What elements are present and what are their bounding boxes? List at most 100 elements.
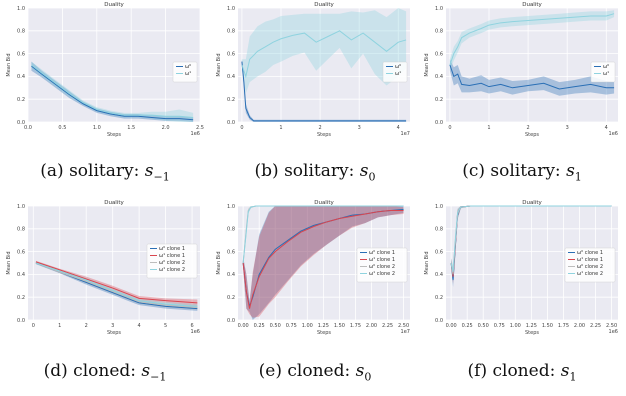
x-tick-label-3: 3 [111, 323, 114, 329]
series-band-3 [35, 261, 198, 309]
y-tick-label-3: 0.6 [227, 51, 235, 57]
caption-b-prefix: (b) solitary: [254, 161, 360, 181]
plot-panel-f: 0.00 0.25 0.50 0.75 1.00 1.25 1.50 1.75 2.00 2.25… [418, 198, 626, 348]
chart-f: 0.00 0.25 0.50 0.75 1.00 1.25 1.50 1.75 2.00 2.25… [424, 200, 618, 336]
x-tick-label-4: 1.00 [510, 323, 521, 329]
plot-area [28, 8, 200, 122]
x-tick-label-0: 0 [448, 125, 451, 131]
y-tick-label-4: 0.8 [435, 227, 443, 233]
plot-area [446, 8, 618, 122]
caption-c-prefix: (c) solitary: [462, 161, 567, 181]
y-tick-label-2: 0.4 [227, 74, 235, 80]
caption-b: (b) solitary: s0 [210, 161, 420, 183]
x-tick-label-2: 0.50 [270, 323, 281, 329]
x-tick-label-6: 1.50 [334, 323, 345, 329]
x-multiplier: 1e7 [401, 131, 410, 137]
legend-label-1: ω¹ clone 1 [577, 257, 603, 263]
caption-a-sub: −1 [153, 170, 170, 184]
y-tick-label-5: 1.0 [435, 6, 443, 12]
x-tick-label-2: 0.50 [478, 323, 489, 329]
y-tick-label-3: 0.6 [227, 249, 235, 255]
plot-panel-c: 0 1 2 3 4 0.0 0.2 0.4 0.6 0.8 1.0 1e6 Steps Mean Bid D… [418, 0, 626, 150]
x-multiplier: 1e7 [401, 329, 410, 335]
series-line-0 [31, 65, 194, 121]
series-line-1 [31, 64, 194, 118]
series-band-0 [243, 206, 404, 320]
x-tick-label-9: 2.25 [382, 323, 393, 329]
x-multiplier: 1e6 [191, 329, 200, 335]
y-tick-label-0: 0.0 [227, 120, 235, 126]
chart-d: 0 1 2 3 4 5 6 0.0 0.2 0.4 0.6 0.8 1.0 1e6 Steps Mean Bi… [6, 200, 200, 336]
y-tick-label-3: 0.6 [435, 51, 443, 57]
x-tick-label-2: 1.0 [93, 125, 101, 131]
x-tick-label-1: 0.5 [58, 125, 66, 131]
y-tick-label-1: 0.2 [227, 97, 235, 103]
caption-a: (a) solitary: s−1 [0, 161, 210, 183]
caption-c-var: s [566, 161, 575, 181]
y-tick-label-0: 0.0 [17, 120, 25, 126]
x-tick-label-4: 2.0 [162, 125, 170, 131]
series-band-1 [449, 10, 615, 71]
x-tick-label-8: 2.00 [574, 323, 585, 329]
y-tick-label-1: 0.2 [227, 295, 235, 301]
y-tick-label-4: 0.8 [435, 29, 443, 35]
plot-panel-d: 0 1 2 3 4 5 6 0.0 0.2 0.4 0.6 0.8 1.0 1e6 Steps Mean Bi… [0, 198, 210, 348]
x-axis-label: Steps [107, 132, 121, 138]
y-tick-label-1: 0.2 [17, 295, 25, 301]
y-tick-label-1: 0.2 [435, 97, 443, 103]
y-axis-label: Mean Bid [6, 53, 12, 76]
x-tick-label-0: 0.0 [24, 125, 32, 131]
caption-c-sub: 1 [574, 170, 582, 184]
x-tick-label-5: 2.5 [196, 125, 204, 131]
caption-d-var: s [141, 361, 151, 381]
y-tick-label-2: 0.4 [17, 74, 25, 80]
caption-e: (e) cloned: s0 [210, 361, 420, 383]
plot-panel-a: 0.0 0.5 1.0 1.5 2.0 2.5 0.0 0.2 0.4 0.6 0.8 1.0 1e6 S… [0, 0, 210, 150]
chart-title: Duality [522, 2, 542, 8]
x-tick-label-3: 1.5 [127, 125, 135, 131]
x-tick-label-2: 2 [85, 323, 88, 329]
legend-label-0: ω⁰ clone 1 [159, 246, 185, 252]
x-tick-label-3: 3 [358, 125, 361, 131]
caption-d-sub: −1 [150, 370, 167, 384]
y-tick-label-0: 0.0 [227, 318, 235, 324]
x-axis-label: Steps [525, 132, 539, 138]
y-axis-label: Mean Bid [6, 251, 12, 274]
y-tick-label-3: 0.6 [17, 249, 25, 255]
y-tick-label-5: 1.0 [435, 204, 443, 210]
y-tick-label-2: 0.4 [17, 272, 25, 278]
legend-label-1: ω¹ [185, 71, 191, 77]
legend-label-2: ω⁰ clone 2 [369, 264, 395, 270]
x-axis-label: Steps [107, 330, 121, 336]
x-tick-label-0: 0.00 [238, 323, 249, 329]
y-tick-label-2: 0.4 [435, 272, 443, 278]
y-tick-label-5: 1.0 [227, 204, 235, 210]
legend-label-3: ω¹ clone 2 [577, 271, 603, 277]
caption-e-prefix: (e) cloned: [258, 361, 356, 381]
x-tick-label-5: 1.25 [526, 323, 537, 329]
plot-panel-e: 0.00 0.25 0.50 0.75 1.00 1.25 1.50 1.75 2.00 2.25… [210, 198, 420, 348]
y-tick-label-5: 1.0 [227, 6, 235, 12]
y-axis-label: Mean Bid [424, 53, 430, 76]
legend-label-0: ω⁰ [395, 64, 401, 70]
legend-box [356, 247, 408, 283]
series-band-1 [241, 8, 407, 94]
x-multiplier: 1e6 [609, 131, 618, 137]
legend-box [146, 243, 198, 279]
series-line-0 [241, 61, 407, 122]
x-tick-label-4: 4 [397, 125, 400, 131]
y-axis-label: Mean Bid [216, 53, 222, 76]
plot-area [238, 8, 410, 122]
series-line-1 [35, 261, 198, 304]
legend-label-3: ω¹ clone 2 [369, 271, 395, 277]
series-line-1 [449, 13, 615, 66]
chart-c: 0 1 2 3 4 0.0 0.2 0.4 0.6 0.8 1.0 1e6 Steps Mean Bid D… [424, 2, 618, 138]
caption-e-var: s [355, 361, 365, 381]
x-tick-label-2: 2 [526, 125, 529, 131]
x-multiplier: 1e6 [609, 329, 618, 335]
x-axis-label: Steps [317, 132, 331, 138]
chart-b: 0 1 2 3 4 0.0 0.2 0.4 0.6 0.8 1.0 1e7 Steps Mean Bid D… [216, 2, 410, 138]
series-line-1 [241, 30, 407, 79]
x-tick-label-0: 0 [240, 125, 243, 131]
series-line-3 [242, 205, 404, 264]
